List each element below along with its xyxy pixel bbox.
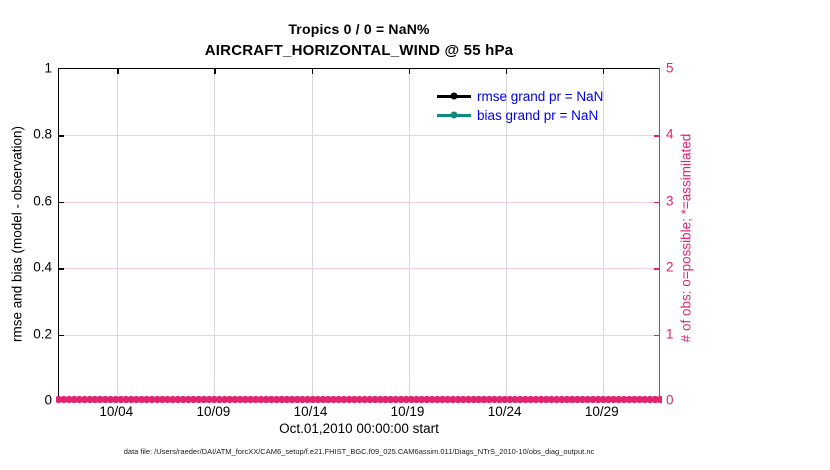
tick-mark (408, 69, 410, 74)
tick-mark (59, 201, 64, 204)
right-tick-label: 2 (666, 259, 674, 275)
right-tick-label: 5 (666, 60, 674, 76)
gridline-vertical (214, 69, 216, 399)
tick-mark (654, 135, 659, 137)
right-axis-label: # of obs: o=possible; *=assimilated (678, 133, 694, 343)
tick-mark (654, 334, 659, 336)
tick-mark (654, 201, 659, 204)
gridline-horizontal (59, 268, 659, 270)
bias-line-sample (437, 111, 471, 119)
right-tick-label: 1 (666, 326, 674, 342)
tick-mark (117, 69, 119, 74)
tick-mark (311, 69, 313, 74)
x-tick-label: 10/29 (584, 404, 619, 419)
tick-mark (59, 268, 64, 270)
right-tick-label: 3 (666, 193, 674, 209)
left-tick-label: 1 (44, 60, 52, 76)
gridline-vertical (505, 69, 507, 399)
plot-area: rmse grand pr = NaN bias grand pr = NaN (56, 68, 662, 404)
plot-subtitle: AIRCRAFT_HORIZONTAL_WIND @ 55 hPa (204, 42, 514, 59)
plot-title: Tropics 0 / 0 = NaN% (288, 21, 430, 37)
data-file-path: data file: /Users/raeder/DAI/ATM_forcXX/… (123, 447, 595, 456)
legend-item-bias: bias grand pr = NaN (437, 106, 603, 125)
rmse-marker-icon (450, 92, 458, 100)
right-tick-label: 0 (666, 392, 674, 408)
tick-mark (602, 69, 605, 74)
rmse-line-sample (437, 92, 471, 100)
gridline-vertical (117, 69, 119, 399)
gridline-horizontal (59, 334, 659, 336)
tick-mark (214, 69, 216, 74)
left-tick-label: 0.4 (33, 259, 52, 275)
left-tick-label: 0.8 (33, 126, 52, 142)
tick-mark (59, 334, 64, 336)
obs-markers-band (56, 394, 662, 404)
tick-mark (654, 268, 659, 270)
x-tick-label: 10/19 (390, 404, 425, 419)
left-tick-label: 0.6 (33, 193, 52, 209)
x-tick-label: 10/14 (293, 404, 328, 419)
x-tick-label: 10/04 (99, 404, 134, 419)
left-axis-label: rmse and bias (model - observation) (9, 125, 25, 343)
gridline-horizontal (59, 201, 659, 203)
left-tick-label: 0.2 (33, 326, 52, 342)
gridline-horizontal (59, 135, 659, 137)
gridline-vertical (311, 69, 313, 399)
legend-item-rmse: rmse grand pr = NaN (437, 87, 603, 106)
legend-label: bias grand pr = NaN (477, 108, 599, 123)
tick-mark (505, 69, 507, 74)
left-tick-label: 0 (44, 392, 52, 408)
x-tick-label: 10/09 (196, 404, 231, 419)
right-tick-label: 4 (666, 126, 674, 142)
legend-label: rmse grand pr = NaN (477, 89, 604, 104)
gridline-vertical (602, 69, 604, 399)
x-tick-label: 10/24 (487, 404, 522, 419)
x-axis-label: Oct.01,2010 00:00:00 start (279, 421, 439, 436)
legend: rmse grand pr = NaN bias grand pr = NaN (437, 87, 603, 125)
tick-mark (59, 135, 64, 137)
bias-marker-icon (450, 111, 458, 119)
gridline-vertical (408, 69, 410, 399)
